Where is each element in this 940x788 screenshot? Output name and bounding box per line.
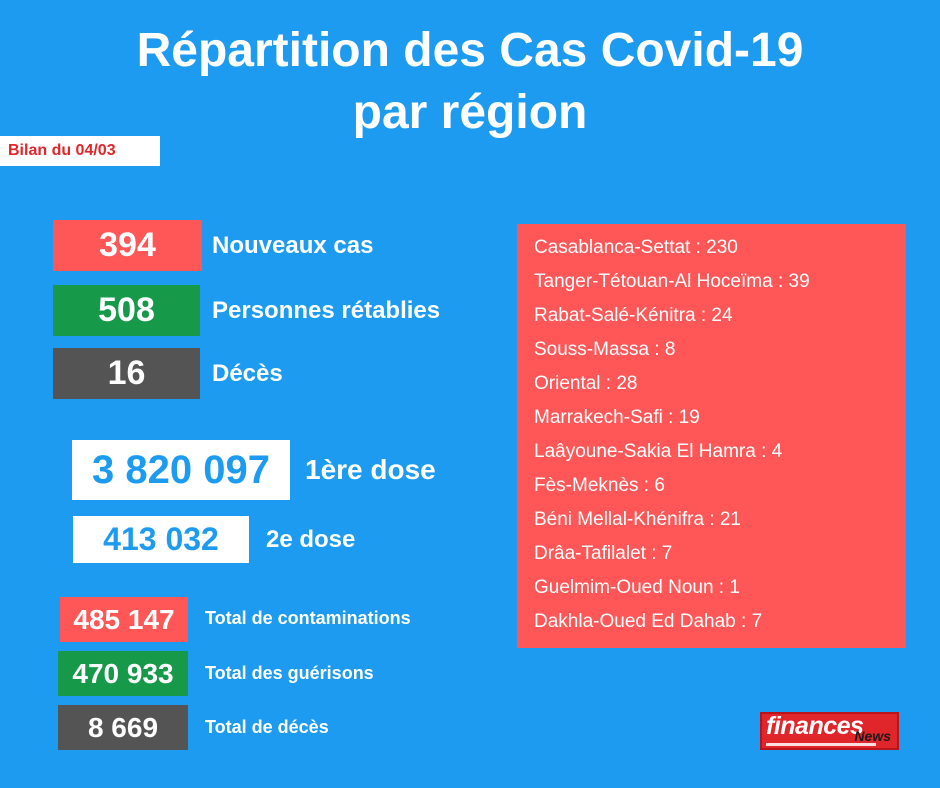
first-dose-label: 1ère dose — [305, 454, 436, 485]
total-recoveries-label: Total des guérisons — [205, 663, 374, 683]
total-contaminations-label: Total de contaminations — [205, 608, 411, 628]
region-item: Souss-Massa : 8 — [534, 339, 676, 360]
logo-news-text: News — [854, 728, 891, 744]
first-dose-value: 3 820 097 — [72, 440, 290, 500]
region-item: Laâyoune-Sakia El Hamra : 4 — [534, 441, 783, 462]
region-item: Casablanca-Settat : 230 — [534, 237, 738, 258]
recovered-label: Personnes rétablies — [212, 297, 441, 324]
total-recoveries-value: 470 933 — [58, 651, 188, 696]
deaths-label: Décès — [212, 360, 283, 387]
total-deaths-value: 8 669 — [58, 705, 188, 750]
recovered-value: 508 — [53, 285, 200, 336]
date-badge: Bilan du 04/03 — [0, 136, 160, 166]
new-cases-value: 394 — [53, 220, 202, 271]
region-item: Guelmim-Oued Noun : 1 — [534, 577, 740, 598]
total-deaths-label: Total de décès — [205, 717, 329, 737]
region-item: Drâa-Tafilalet : 7 — [534, 543, 673, 564]
region-item: Béni Mellal-Khénifra : 21 — [534, 509, 741, 530]
finances-news-logo: finances News — [760, 712, 899, 750]
second-dose-value: 413 032 — [73, 516, 249, 563]
deaths-value: 16 — [53, 348, 200, 399]
region-item: Dakhla-Oued Ed Dahab : 7 — [534, 611, 763, 632]
logo-wordmark: finances — [766, 712, 864, 740]
regions-panel: Casablanca-Settat : 230 Tanger-Tétouan-A… — [517, 224, 906, 648]
region-item: Marrakech-Safi : 19 — [534, 407, 700, 428]
total-contaminations-value: 485 147 — [60, 597, 188, 642]
title-line-2: par région — [352, 86, 588, 139]
region-item: Fès-Meknès : 6 — [534, 475, 665, 496]
region-item: Rabat-Salé-Kénitra : 24 — [534, 305, 733, 326]
new-cases-label: Nouveaux cas — [212, 232, 374, 259]
second-dose-label: 2e dose — [266, 526, 356, 553]
region-item: Tanger-Tétouan-Al Hoceïma : 39 — [534, 271, 810, 292]
title-line-1: Répartition des Cas Covid-19 — [136, 24, 804, 77]
region-item: Oriental : 28 — [534, 373, 638, 394]
logo-tagline-strip — [766, 743, 876, 746]
